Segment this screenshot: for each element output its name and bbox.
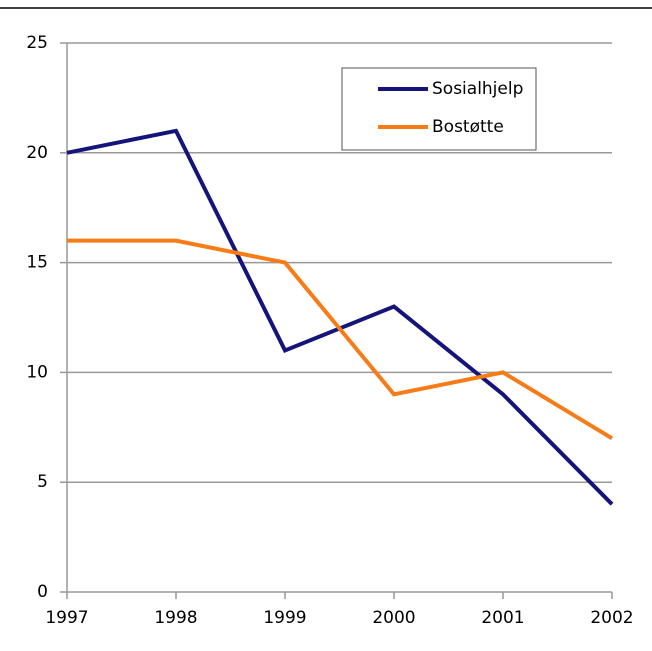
- series-line: [66, 128, 614, 506]
- legend-label: Bostøtte: [432, 117, 504, 137]
- y-tick-label: 0: [37, 582, 48, 602]
- y-tick-label: 5: [37, 472, 48, 492]
- x-tick-label: 1998: [154, 608, 197, 628]
- legend-box: [341, 67, 537, 151]
- y-tick-label: 15: [26, 253, 48, 273]
- x-tick-label: 2000: [372, 608, 415, 628]
- y-tick-label: 20: [26, 143, 48, 163]
- x-tick-label: 2002: [590, 608, 633, 628]
- legend-label: Sosialhjelp: [432, 79, 523, 99]
- series-line: [67, 238, 614, 440]
- x-tick-label: 1997: [45, 608, 88, 628]
- x-tick-label: 2001: [481, 608, 524, 628]
- y-tick-label: 10: [26, 362, 48, 382]
- x-tick-label: 1999: [263, 608, 306, 628]
- y-tick-label: 25: [26, 33, 48, 53]
